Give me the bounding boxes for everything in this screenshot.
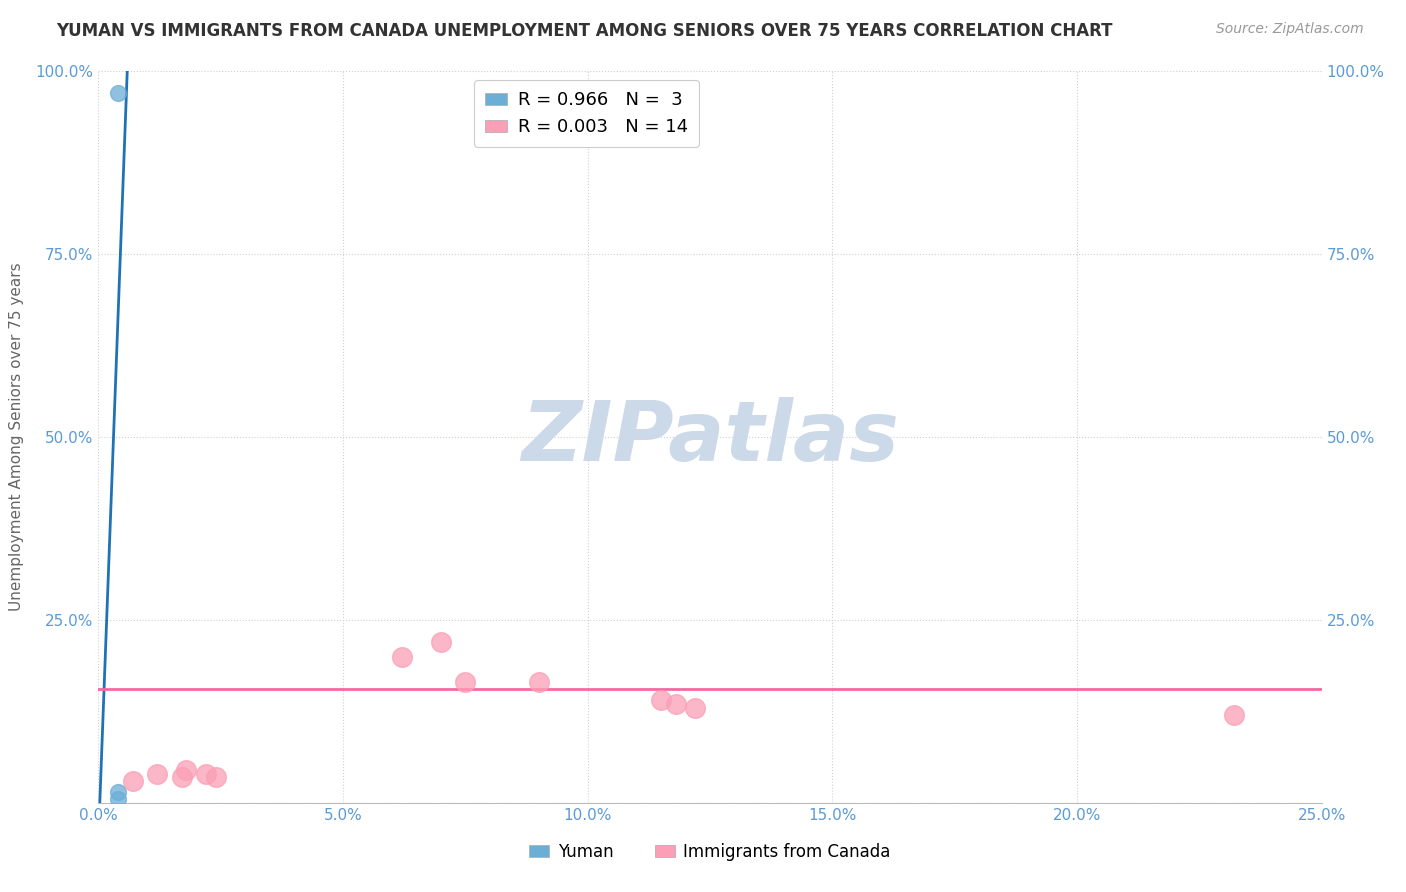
Legend: Yuman, Immigrants from Canada: Yuman, Immigrants from Canada bbox=[523, 837, 897, 868]
Point bbox=[650, 693, 672, 707]
Point bbox=[685, 700, 707, 714]
Point bbox=[146, 766, 169, 780]
Point bbox=[205, 770, 228, 784]
Text: YUMAN VS IMMIGRANTS FROM CANADA UNEMPLOYMENT AMONG SENIORS OVER 75 YEARS CORRELA: YUMAN VS IMMIGRANTS FROM CANADA UNEMPLOY… bbox=[56, 22, 1112, 40]
Text: Source: ZipAtlas.com: Source: ZipAtlas.com bbox=[1216, 22, 1364, 37]
Point bbox=[1222, 708, 1244, 723]
Point bbox=[527, 675, 550, 690]
Text: ZIPatlas: ZIPatlas bbox=[522, 397, 898, 477]
Point bbox=[430, 635, 453, 649]
Point bbox=[107, 87, 129, 101]
Y-axis label: Unemployment Among Seniors over 75 years: Unemployment Among Seniors over 75 years bbox=[10, 263, 24, 611]
Point bbox=[121, 773, 143, 788]
Point bbox=[195, 766, 218, 780]
Point bbox=[176, 763, 198, 777]
Point bbox=[454, 675, 477, 690]
Point bbox=[107, 792, 129, 806]
Point bbox=[665, 697, 688, 711]
Point bbox=[107, 785, 129, 799]
Point bbox=[391, 649, 413, 664]
Point bbox=[170, 770, 193, 784]
